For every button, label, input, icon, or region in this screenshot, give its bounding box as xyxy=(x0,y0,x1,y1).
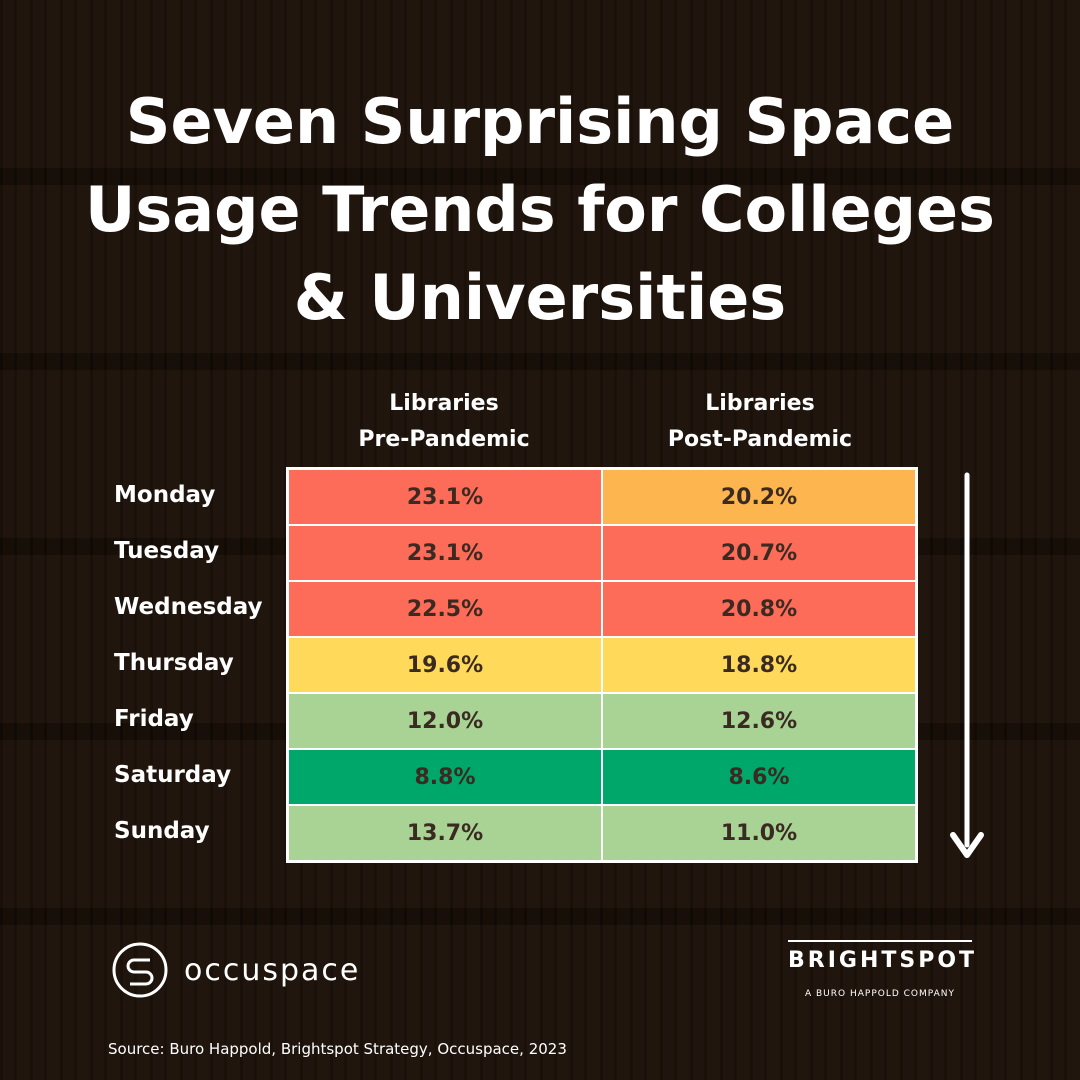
down-arrow xyxy=(950,472,984,858)
occuspace-logo: occuspace xyxy=(110,940,360,1000)
heatmap-table: 23.1% 20.2% 23.1% 20.7% 22.5% 20.8% 19.6% 18.8%… xyxy=(286,467,918,863)
table-cell: 20.8% xyxy=(602,581,916,637)
table-cell: 20.2% xyxy=(602,469,916,525)
table-row: 19.6% 18.8% xyxy=(288,637,916,693)
table-cell: 11.0% xyxy=(602,805,916,861)
row-label: Monday xyxy=(114,482,216,508)
table-cell: 20.7% xyxy=(602,525,916,581)
table-row: 12.0% 12.6% xyxy=(288,693,916,749)
table-row: 23.1% 20.7% xyxy=(288,525,916,581)
table-cell: 23.1% xyxy=(288,525,602,581)
table-cell: 8.8% xyxy=(288,749,602,805)
table-cell: 12.0% xyxy=(288,693,602,749)
title: Seven Surprising Space Usage Trends for … xyxy=(85,85,995,334)
table-cell: 18.8% xyxy=(602,637,916,693)
column-header: Libraries Post-Pandemic xyxy=(667,391,853,452)
table-cell: 23.1% xyxy=(288,469,602,525)
brightspot-tagline: A BURO HAPPOLD COMPANY xyxy=(804,989,956,999)
table-cell: 19.6% xyxy=(288,637,602,693)
table-row: 8.8% 8.6% xyxy=(288,749,916,805)
occuspace-wordmark: occuspace xyxy=(184,952,361,988)
row-label: Tuesday xyxy=(114,538,220,564)
row-label: Sunday xyxy=(114,818,210,844)
column-header: Libraries Pre-Pandemic xyxy=(358,391,530,452)
row-label: Wednesday xyxy=(114,594,263,620)
source-note: Source: Buro Happold, Brightspot Strateg… xyxy=(108,1040,567,1058)
occuspace-icon xyxy=(112,942,168,998)
row-label: Thursday xyxy=(114,650,234,676)
table-cell: 8.6% xyxy=(602,749,916,805)
brightspot-wordmark: BRIGHTSPOT xyxy=(788,940,974,973)
table-cell: 12.6% xyxy=(602,693,916,749)
brightspot-logo: BRIGHTSPOT A BURO HAPPOLD COMPANY xyxy=(788,940,974,999)
table-row: 22.5% 20.8% xyxy=(288,581,916,637)
table-cell: 13.7% xyxy=(288,805,602,861)
table-row: 13.7% 11.0% xyxy=(288,805,916,861)
row-label: Saturday xyxy=(114,762,232,788)
table-cell: 22.5% xyxy=(288,581,602,637)
table-row: 23.1% 20.2% xyxy=(288,469,916,525)
row-label: Friday xyxy=(114,706,194,732)
